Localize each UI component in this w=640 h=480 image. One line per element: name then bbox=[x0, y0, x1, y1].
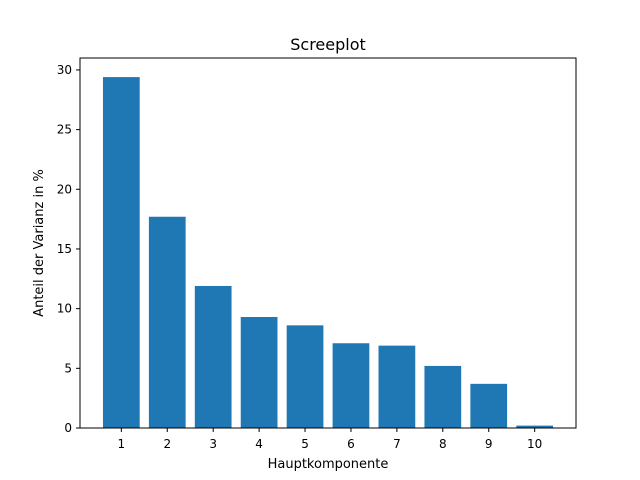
x-tick-label: 4 bbox=[255, 437, 263, 451]
y-tick-label: 25 bbox=[57, 123, 72, 137]
bar-10 bbox=[516, 425, 554, 428]
y-axis-ticks: 0 5 10 15 20 25 30 bbox=[57, 63, 80, 435]
bar-3 bbox=[194, 285, 232, 428]
y-tick-label: 10 bbox=[57, 302, 72, 316]
x-axis-ticks: 1 2 3 4 5 6 7 8 9 10 bbox=[118, 428, 542, 451]
x-tick-label: 6 bbox=[347, 437, 355, 451]
y-tick-label: 30 bbox=[57, 63, 72, 77]
bar-8 bbox=[424, 365, 462, 428]
x-tick-label: 7 bbox=[393, 437, 401, 451]
bar-4 bbox=[240, 317, 278, 428]
x-axis-label: Hauptkomponente bbox=[268, 457, 389, 472]
y-tick-label: 0 bbox=[64, 421, 72, 435]
x-tick-label: 2 bbox=[163, 437, 171, 451]
bar-6 bbox=[332, 343, 370, 428]
bar-5 bbox=[286, 325, 324, 428]
y-tick-label: 20 bbox=[57, 182, 72, 196]
x-tick-label: 3 bbox=[209, 437, 217, 451]
x-tick-label: 5 bbox=[301, 437, 309, 451]
y-tick-label: 15 bbox=[57, 242, 72, 256]
bar-1 bbox=[102, 77, 140, 428]
plot-frame bbox=[79, 57, 577, 429]
x-tick-label: 10 bbox=[527, 437, 542, 451]
bar-7 bbox=[378, 345, 416, 428]
bars-group bbox=[102, 77, 554, 428]
bar-9 bbox=[470, 383, 508, 428]
bar-2 bbox=[148, 216, 186, 428]
x-tick-label: 9 bbox=[485, 437, 493, 451]
chart-title: Screeplot bbox=[290, 35, 366, 54]
y-axis-label: Anteil der Varianz in % bbox=[32, 169, 47, 317]
y-tick-label: 5 bbox=[64, 361, 72, 375]
x-tick-label: 1 bbox=[118, 437, 126, 451]
x-tick-label: 8 bbox=[439, 437, 447, 451]
